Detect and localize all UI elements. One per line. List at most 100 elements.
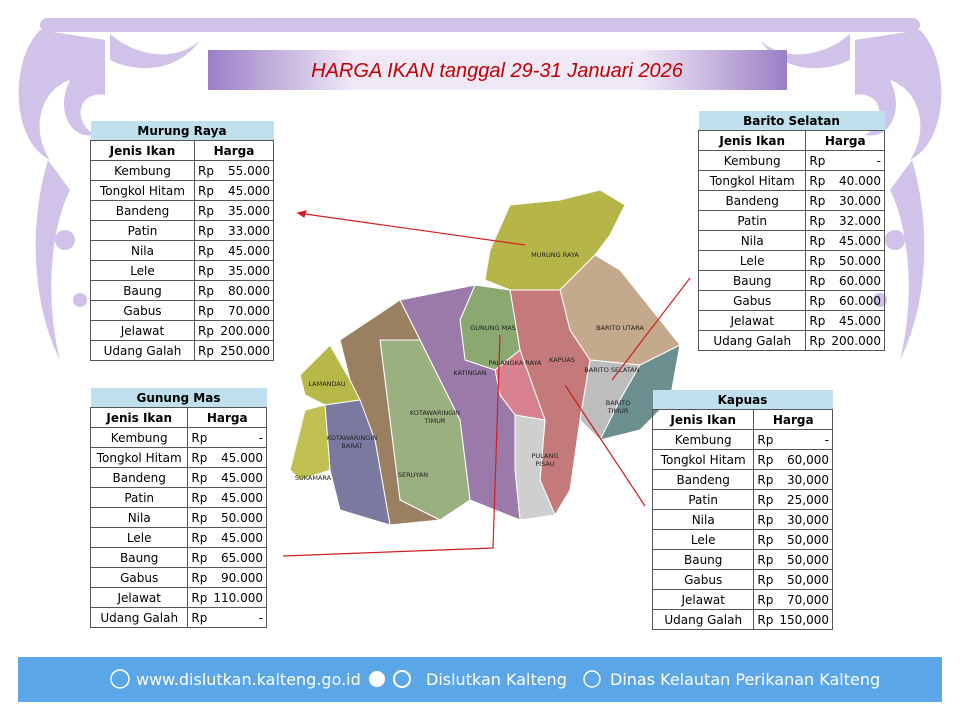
table-row: Baung Rp 80.000 <box>90 280 275 301</box>
fish-name: Udang Galah <box>697 330 807 351</box>
table-row: Bandeng Rp 30,000 <box>651 469 834 490</box>
table-row: Jelawat Rp 45.000 <box>697 310 886 331</box>
currency: Rp <box>187 447 211 468</box>
fish-name: Jelawat <box>651 589 755 610</box>
fish-name: Jelawat <box>90 320 195 341</box>
fish-name: Gabus <box>697 290 807 311</box>
table-row: Gabus Rp 90.000 <box>89 567 268 588</box>
table-row: Tongkol Hitam Rp 40.000 <box>697 170 886 191</box>
fish-name: Nila <box>90 240 195 261</box>
currency: Rp <box>194 200 218 221</box>
table-row: Bandeng Rp 30.000 <box>697 190 886 211</box>
fish-name: Gabus <box>651 569 755 590</box>
fish-name: Jelawat <box>697 310 807 331</box>
price: 25,000 <box>776 489 834 510</box>
fish-name: Bandeng <box>651 469 755 490</box>
region-name: Kapuas <box>652 390 833 410</box>
fish-name: Kembung <box>90 160 195 181</box>
price: 45.000 <box>210 447 268 468</box>
map-label: MURUNG RAYA <box>531 251 579 259</box>
facebook: Dinas Kelautan Perikanan Kalteng <box>610 670 881 689</box>
column-header: Jenis Ikan <box>651 409 755 430</box>
table-row: Lele Rp 50.000 <box>697 250 886 271</box>
currency: Rp <box>753 529 777 550</box>
price: 40.000 <box>828 170 886 191</box>
globe-icon <box>110 669 130 689</box>
currency: Rp <box>805 190 829 211</box>
map-label: KOTAWARINGIN BARAT <box>327 434 377 450</box>
currency: Rp <box>805 310 829 331</box>
price: 45.000 <box>210 467 268 488</box>
table-row: Tongkol Hitam Rp 60,000 <box>651 449 834 470</box>
fish-name: Bandeng <box>90 200 195 221</box>
region-shape <box>289 404 331 481</box>
currency: Rp <box>753 469 777 490</box>
fish-name: Bandeng <box>697 190 807 211</box>
price-table: Kapuas Jenis Ikan Harga Kembung Rp - Tongkol H… <box>651 390 834 630</box>
arrow <box>611 277 691 381</box>
table-row: Lele Rp 50,000 <box>651 529 834 550</box>
column-header: Jenis Ikan <box>90 140 195 161</box>
facebook-icon <box>583 670 601 688</box>
fish-name: Baung <box>90 280 195 301</box>
map-label: BARITO UTARA <box>596 324 644 332</box>
fish-name: Patin <box>89 487 189 508</box>
price: - <box>210 607 268 628</box>
price: 45.000 <box>828 230 886 251</box>
fish-name: Tongkol Hitam <box>651 449 755 470</box>
currency: Rp <box>805 230 829 251</box>
table-row: Bandeng Rp 45.000 <box>89 467 268 488</box>
region-name: Barito Selatan <box>698 111 885 131</box>
table-row: Baung Rp 50,000 <box>651 549 834 570</box>
currency: Rp <box>194 240 218 261</box>
currency: Rp <box>753 429 777 450</box>
currency: Rp <box>187 427 211 448</box>
table-row: Nila Rp 50.000 <box>89 507 268 528</box>
map-label: KOTAWARINGIN TIMUR <box>410 409 460 425</box>
table-row: Jelawat Rp 70,000 <box>651 589 834 610</box>
social: Dislutkan Kalteng <box>426 670 567 689</box>
instagram-icon <box>393 670 411 688</box>
price: 33.000 <box>217 220 275 241</box>
title-banner <box>208 50 787 90</box>
arrows <box>282 210 691 557</box>
table-row: Lele Rp 35.000 <box>90 260 275 281</box>
fish-name: Bandeng <box>89 467 189 488</box>
currency: Rp <box>194 220 218 241</box>
column-header: Jenis Ikan <box>89 407 189 428</box>
fish-name: Patin <box>697 210 807 231</box>
currency: Rp <box>187 587 211 608</box>
currency: Rp <box>187 507 211 528</box>
table-row: Udang Galah Rp 200.000 <box>697 330 886 351</box>
fish-name: Nila <box>651 509 755 530</box>
table-row: Kembung Rp - <box>89 427 268 448</box>
table-row: Patin Rp 45.000 <box>89 487 268 508</box>
table-row: Nila Rp 30,000 <box>651 509 834 530</box>
currency: Rp <box>194 160 218 181</box>
map-label: SERUYAN <box>398 471 428 479</box>
map-label: BARITO TIMUR <box>606 399 630 415</box>
currency: Rp <box>805 150 829 171</box>
table-row: Kembung Rp - <box>651 429 834 450</box>
price: 60.000 <box>828 290 886 311</box>
fish-name: Lele <box>89 527 189 548</box>
price: 150,000 <box>776 609 834 630</box>
currency: Rp <box>753 609 777 630</box>
currency: Rp <box>753 589 777 610</box>
fish-name: Baung <box>697 270 807 291</box>
table-row: Gabus Rp 60.000 <box>697 290 886 311</box>
table-row: Nila Rp 45.000 <box>90 240 275 261</box>
fish-name: Baung <box>651 549 755 570</box>
fish-name: Kembung <box>89 427 189 448</box>
website: www.dislutkan.kalteng.go.id <box>136 670 361 689</box>
fish-name: Patin <box>651 489 755 510</box>
map-label: BARITO SELATAN <box>584 366 639 374</box>
currency: Rp <box>194 320 218 341</box>
price: 80.000 <box>217 280 275 301</box>
table-row: Gabus Rp 50,000 <box>651 569 834 590</box>
map-label: KAPUAS <box>549 356 575 364</box>
fish-name: Udang Galah <box>651 609 755 630</box>
arrow <box>282 334 501 557</box>
fish-name: Tongkol Hitam <box>90 180 195 201</box>
